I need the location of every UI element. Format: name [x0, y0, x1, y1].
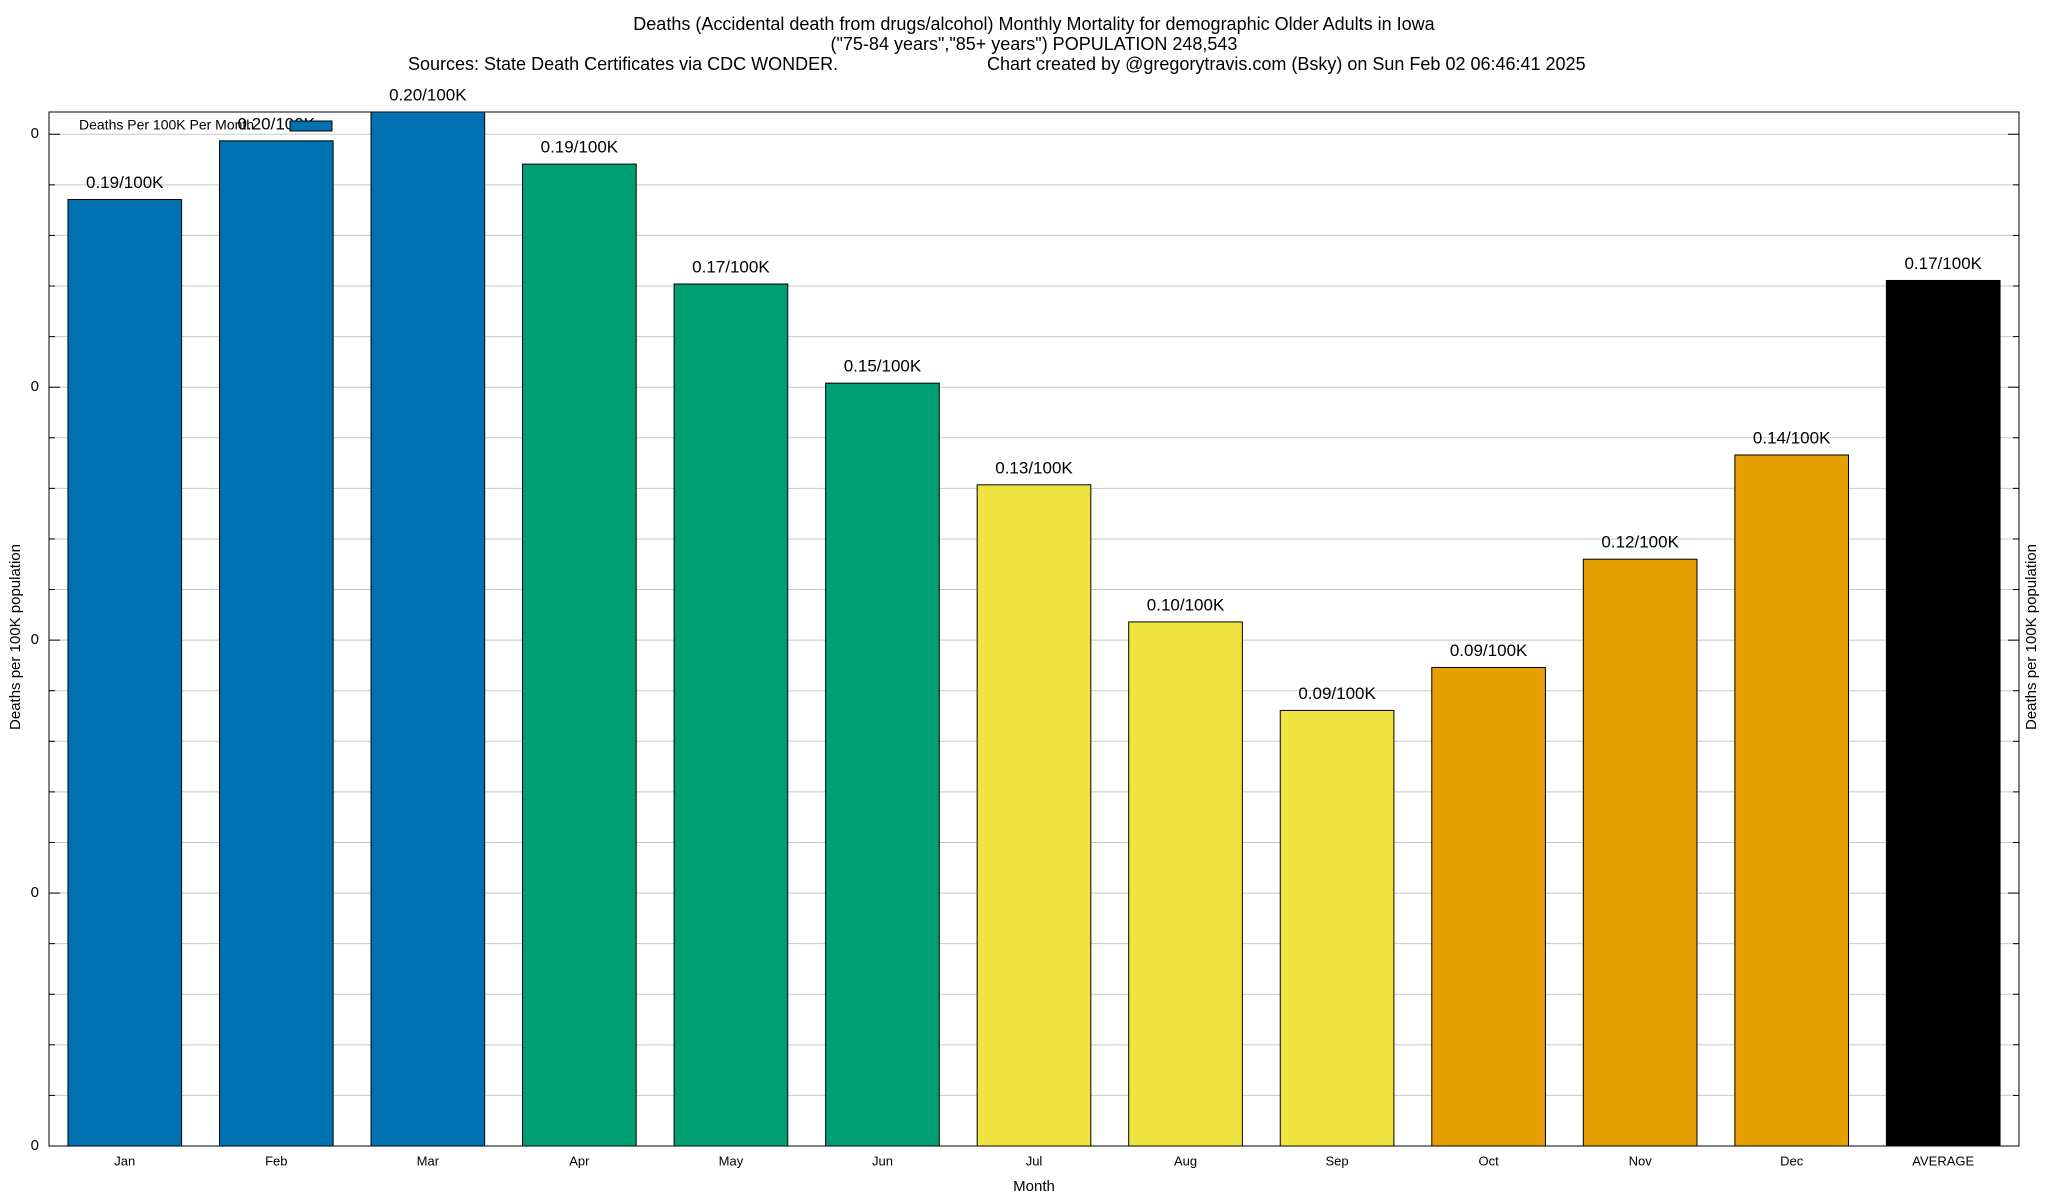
bar [1128, 621, 1243, 1147]
bar [1279, 709, 1395, 1147]
x-tick-label: AVERAGE [1912, 1153, 1974, 1168]
plot-frame [48, 111, 2020, 1147]
value-label: 0.17/100K [692, 257, 770, 276]
chart-subtitle: ("75-84 years","85+ years") POPULATION 2… [831, 34, 1238, 54]
x-tick-label: Jan [114, 1153, 135, 1168]
value-label: 0.17/100K [1904, 254, 1982, 273]
bar [976, 484, 1092, 1147]
value-label: 0.20/100K [389, 85, 467, 104]
y-tick-label: 0 [31, 378, 39, 395]
value-label: 0.10/100K [1147, 595, 1225, 614]
x-tick-label: May [719, 1153, 744, 1168]
credit: Chart created by @gregorytravis.com (Bsk… [987, 54, 1586, 74]
x-tick-label: Jul [1026, 1153, 1043, 1168]
bar [522, 163, 637, 1147]
y-axis-label: Deaths per 100K population [7, 544, 24, 730]
x-tick-label: Oct [1478, 1153, 1499, 1168]
x-tick-label: Feb [265, 1153, 287, 1168]
y-tick-label: 0 [31, 884, 39, 901]
bar [1582, 558, 1698, 1147]
value-label: 0.15/100K [844, 357, 922, 376]
value-label: 0.09/100K [1450, 641, 1528, 660]
y-tick-label: 0 [31, 125, 39, 142]
bar [825, 382, 940, 1147]
value-label: 0.14/100K [1753, 428, 1831, 447]
x-tick-label: Jun [872, 1153, 893, 1168]
y2-axis-label: Deaths per 100K population [2023, 544, 2040, 730]
legend-swatch [289, 120, 333, 132]
x-tick-label: Mar [417, 1153, 440, 1168]
x-tick-label: Sep [1326, 1153, 1349, 1168]
x-tick-label: Aug [1174, 1153, 1197, 1168]
value-label: 0.19/100K [541, 138, 619, 157]
x-axis-label: Month [1013, 1178, 1055, 1195]
value-label: 0.13/100K [995, 458, 1073, 477]
x-tick-label: Nov [1629, 1153, 1653, 1168]
y-tick-label: 0 [31, 1137, 39, 1154]
bar [67, 199, 183, 1147]
bar [1431, 666, 1546, 1147]
bar [673, 283, 789, 1147]
x-tick-label: Dec [1780, 1153, 1804, 1168]
value-label: 0.12/100K [1601, 533, 1679, 552]
value-label: 0.19/100K [86, 173, 164, 192]
chart-title: Deaths (Accidental death from drugs/alco… [633, 14, 1435, 34]
bar [1734, 454, 1850, 1147]
y-tick-label: 0 [31, 631, 39, 648]
bar [370, 111, 486, 1147]
bar [1885, 279, 2001, 1147]
value-label: 0.09/100K [1298, 684, 1376, 703]
sources: Sources: State Death Certificates via CD… [408, 54, 838, 74]
legend-label: Deaths Per 100K Per Month [79, 117, 254, 133]
bar [218, 140, 334, 1147]
x-tick-label: Apr [569, 1153, 590, 1168]
